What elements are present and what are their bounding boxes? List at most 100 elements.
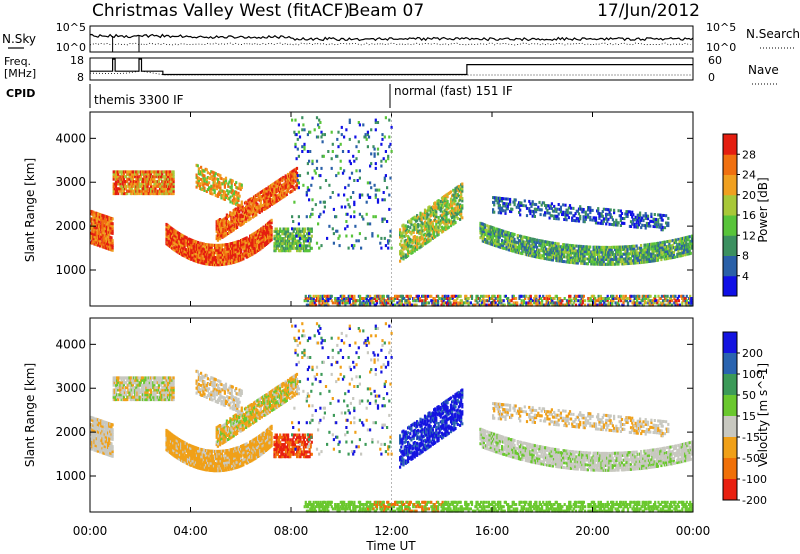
echo-cell bbox=[404, 238, 407, 242]
echo-cell bbox=[383, 135, 386, 139]
echo-cell bbox=[221, 260, 225, 264]
echo-cell bbox=[673, 255, 677, 259]
echo-cell bbox=[217, 178, 220, 181]
echo-cell bbox=[255, 244, 258, 248]
echo-cell bbox=[382, 297, 385, 300]
echo-cell bbox=[372, 301, 375, 305]
echo-cell bbox=[502, 209, 505, 213]
echo-cell bbox=[480, 224, 483, 228]
echo-cell bbox=[443, 202, 446, 206]
echo-cell bbox=[233, 213, 236, 216]
echo-cell bbox=[102, 219, 105, 223]
echo-cell bbox=[102, 221, 105, 225]
echo-cell bbox=[343, 294, 346, 298]
echo-cell bbox=[223, 243, 226, 247]
echo-cell bbox=[402, 257, 405, 261]
echo-cell bbox=[259, 203, 262, 206]
echo-cell bbox=[317, 123, 320, 127]
echo-cell bbox=[193, 259, 196, 263]
echo-cell bbox=[267, 188, 270, 192]
echo-cell bbox=[512, 247, 515, 251]
echo-cell bbox=[301, 128, 304, 132]
echo-cell bbox=[300, 246, 303, 250]
echo-cell bbox=[558, 259, 561, 263]
echo-cell bbox=[440, 225, 444, 229]
echo-cell bbox=[523, 235, 526, 239]
echo-cell bbox=[495, 232, 498, 236]
echo-cell bbox=[272, 194, 275, 198]
echo-cell bbox=[663, 243, 666, 247]
echo-cell bbox=[219, 253, 222, 257]
echo-cell bbox=[556, 259, 559, 263]
echo-cell bbox=[209, 172, 212, 176]
echo-cell bbox=[190, 248, 193, 252]
echo-cell bbox=[144, 170, 147, 174]
echo-cell bbox=[169, 184, 172, 188]
echo-cell bbox=[207, 257, 210, 261]
echo-cell bbox=[137, 170, 140, 174]
echo-cell bbox=[233, 255, 236, 259]
echo-cell bbox=[290, 190, 293, 193]
echo-cell bbox=[615, 257, 618, 261]
echo-cell bbox=[332, 232, 335, 236]
echo-cell bbox=[220, 234, 223, 238]
echo-cell bbox=[224, 228, 227, 232]
echo-cell bbox=[405, 228, 408, 232]
echo-cell bbox=[554, 241, 557, 245]
echo-cell bbox=[237, 247, 240, 251]
echo-cell bbox=[399, 250, 402, 254]
echo-cell bbox=[292, 176, 295, 180]
echo-cell bbox=[245, 246, 248, 250]
echo-cell bbox=[416, 214, 419, 218]
echo-cell bbox=[245, 255, 248, 259]
echo-cell bbox=[204, 259, 208, 263]
echo-cell bbox=[667, 256, 670, 260]
echo-cell bbox=[679, 239, 682, 243]
echo-cell bbox=[102, 238, 105, 242]
echo-cell bbox=[152, 170, 155, 174]
echo-cell bbox=[309, 237, 312, 241]
echo-cell bbox=[267, 195, 270, 199]
echo-cell bbox=[298, 239, 301, 243]
echo-cell bbox=[519, 239, 522, 243]
echo-cell bbox=[553, 209, 556, 213]
echo-cell bbox=[679, 237, 682, 241]
echo-cell bbox=[163, 189, 166, 193]
echo-cell bbox=[451, 194, 454, 198]
echo-cell bbox=[636, 246, 639, 250]
echo-cell bbox=[443, 209, 446, 213]
echo-cell bbox=[319, 294, 322, 298]
echo-cell bbox=[211, 260, 214, 264]
echo-cell bbox=[178, 247, 182, 251]
echo-cell bbox=[211, 251, 214, 254]
echo-cell bbox=[508, 236, 511, 240]
echo-cell bbox=[90, 219, 93, 223]
echo-cell bbox=[661, 253, 664, 257]
echo-cell bbox=[250, 236, 253, 240]
echo-cell bbox=[563, 218, 566, 221]
echo-cell bbox=[362, 217, 365, 221]
echo-cell bbox=[572, 219, 575, 222]
echo-cell bbox=[625, 252, 628, 256]
echo-cell bbox=[413, 222, 416, 226]
echo-cell bbox=[267, 226, 270, 230]
echo-cell bbox=[429, 223, 432, 227]
echo-cell bbox=[319, 212, 322, 216]
echo-cell bbox=[569, 253, 573, 257]
echo-cell bbox=[200, 187, 203, 191]
echo-cell bbox=[295, 176, 299, 180]
echo-cell bbox=[648, 224, 651, 228]
echo-cell bbox=[611, 253, 614, 257]
echo-cell bbox=[323, 294, 327, 298]
echo-cell bbox=[100, 228, 103, 231]
echo-cell bbox=[663, 245, 666, 249]
echo-cell bbox=[128, 170, 131, 174]
echo-cell bbox=[439, 214, 442, 218]
echo-cell bbox=[678, 252, 681, 256]
echo-cell bbox=[654, 244, 657, 248]
echo-cell bbox=[224, 243, 227, 247]
echo-cell bbox=[282, 190, 285, 194]
echo-cell bbox=[391, 303, 394, 307]
echo-cell bbox=[213, 183, 216, 187]
echo-cell bbox=[566, 208, 569, 212]
